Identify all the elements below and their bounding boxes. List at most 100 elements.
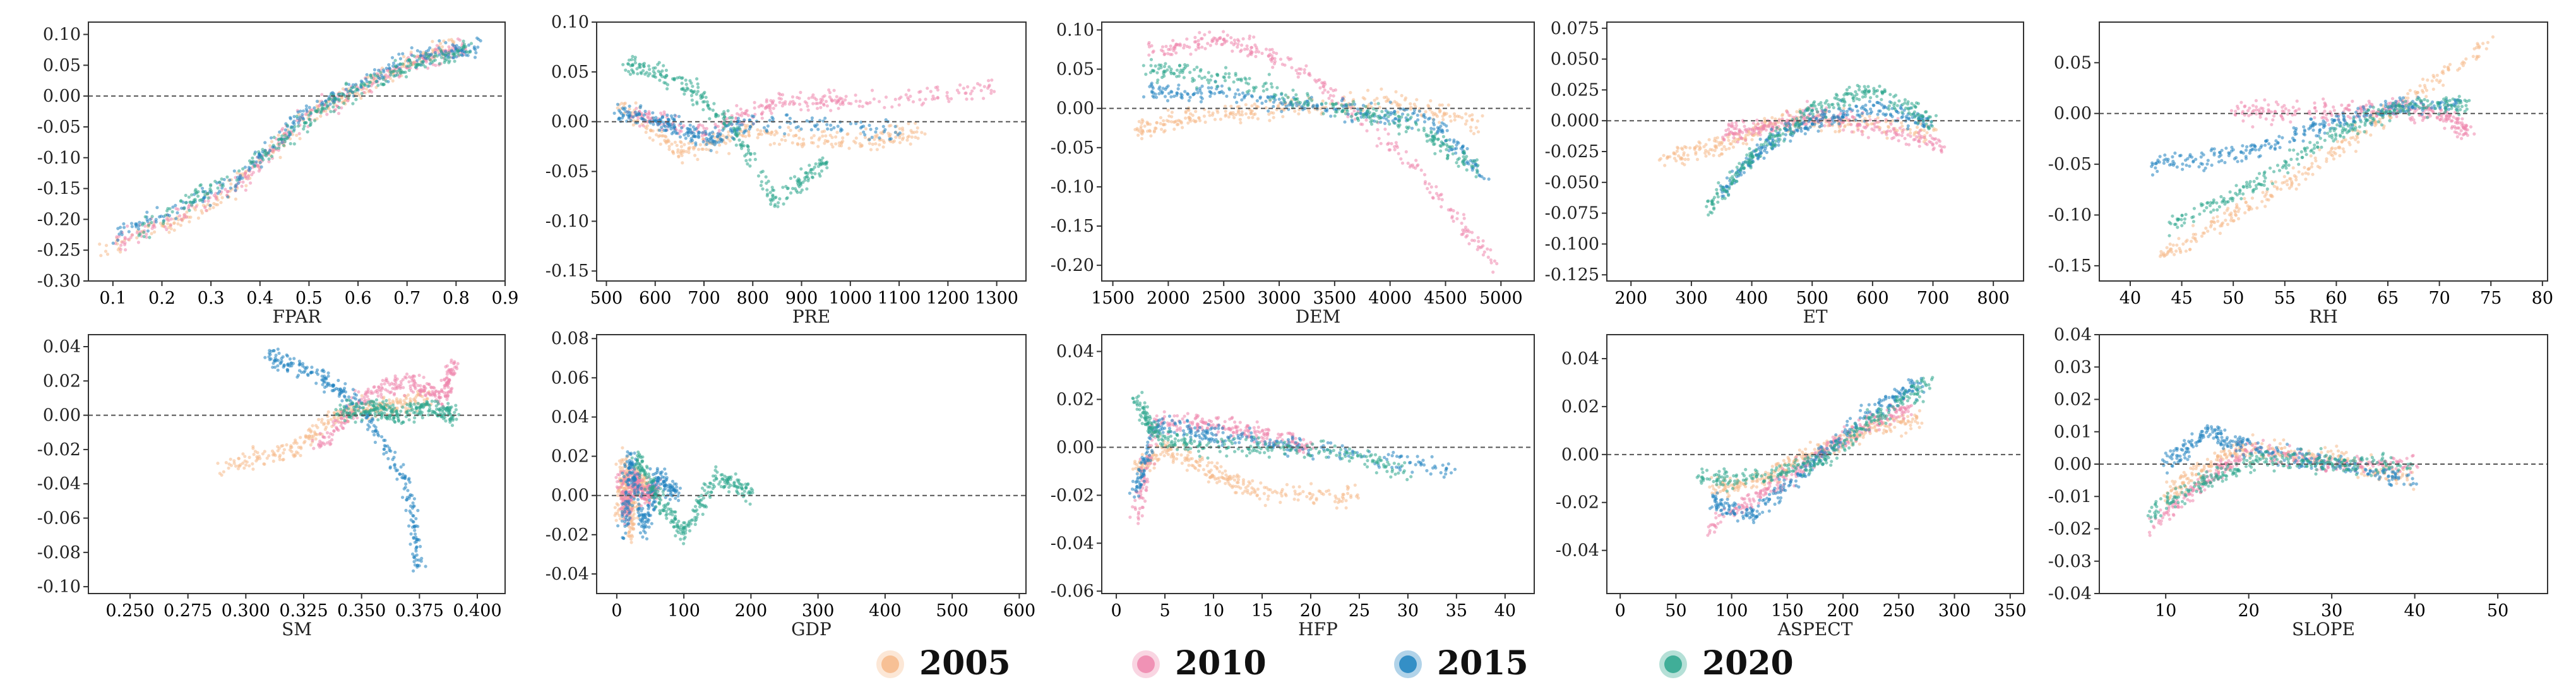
point-2020 xyxy=(1445,138,1449,142)
point-2020 xyxy=(1819,101,1823,105)
point-2015 xyxy=(1225,94,1229,98)
point-2005 xyxy=(2250,196,2254,200)
point-2010 xyxy=(778,93,782,97)
point-2020 xyxy=(628,73,633,76)
point-2020 xyxy=(707,106,711,110)
point-2010 xyxy=(2287,109,2291,112)
point-2005 xyxy=(2174,249,2178,253)
point-2020 xyxy=(1910,106,1914,110)
y-tick-label: 0.00 xyxy=(1056,99,1094,119)
point-2015 xyxy=(202,196,206,200)
point-2005 xyxy=(841,136,845,140)
point-2005 xyxy=(796,142,799,146)
point-2015 xyxy=(145,210,149,214)
point-2020 xyxy=(1766,143,1770,146)
point-2010 xyxy=(1169,44,1172,48)
point-2005 xyxy=(1712,153,1715,157)
point-2005 xyxy=(2314,159,2318,163)
point-2015 xyxy=(1448,138,1452,142)
point-2020 xyxy=(1425,134,1429,138)
point-2020 xyxy=(1755,153,1759,157)
point-2005 xyxy=(2437,80,2441,84)
point-2020 xyxy=(1456,158,1460,162)
point-2005 xyxy=(1207,110,1211,114)
point-2020 xyxy=(652,69,655,73)
point-2010 xyxy=(250,173,254,177)
x-tick-label: 700 xyxy=(688,289,720,308)
point-2015 xyxy=(1869,107,1873,111)
point-2010 xyxy=(1383,128,1387,131)
point-2015 xyxy=(788,116,792,121)
point-2020 xyxy=(701,100,705,104)
point-2020 xyxy=(748,158,752,162)
point-2015 xyxy=(825,122,829,126)
point-2005 xyxy=(2215,215,2219,218)
point-2015 xyxy=(475,36,479,40)
point-2020 xyxy=(1150,69,1154,73)
point-2005 xyxy=(2175,243,2179,247)
point-2010 xyxy=(164,225,167,229)
point-2020 xyxy=(427,54,431,58)
point-2020 xyxy=(1777,133,1781,137)
point-2010 xyxy=(818,101,822,105)
point-2010 xyxy=(790,95,795,99)
point-2015 xyxy=(1856,109,1859,113)
point-2020 xyxy=(690,99,694,102)
point-2015 xyxy=(136,227,141,231)
point-2005 xyxy=(718,143,722,147)
point-2005 xyxy=(1148,129,1152,133)
point-2005 xyxy=(664,135,668,139)
point-2010 xyxy=(990,78,994,82)
point-2015 xyxy=(623,106,627,110)
point-2015 xyxy=(154,218,158,222)
point-2005 xyxy=(2461,60,2465,64)
point-2015 xyxy=(155,206,159,210)
point-2010 xyxy=(426,66,430,70)
point-2015 xyxy=(688,123,692,127)
point-2005 xyxy=(1166,108,1170,112)
point-2005 xyxy=(1729,142,1733,146)
point-2005 xyxy=(818,136,821,140)
point-2015 xyxy=(1383,121,1387,126)
point-2010 xyxy=(1842,128,1846,132)
point-2010 xyxy=(447,45,451,49)
point-2020 xyxy=(712,102,716,105)
point-2020 xyxy=(1344,102,1348,107)
point-2020 xyxy=(261,148,265,152)
point-2020 xyxy=(765,181,768,185)
point-2015 xyxy=(669,114,673,118)
point-2020 xyxy=(143,215,147,218)
point-2020 xyxy=(293,125,297,129)
point-2005 xyxy=(2165,246,2169,249)
point-2020 xyxy=(1335,110,1339,114)
point-2005 xyxy=(821,134,825,138)
point-2005 xyxy=(834,135,838,139)
point-2010 xyxy=(1147,53,1151,57)
point-2005 xyxy=(1438,121,1441,124)
point-2005 xyxy=(2443,65,2447,69)
point-2005 xyxy=(2232,218,2236,223)
point-2005 xyxy=(1244,103,1248,107)
point-2015 xyxy=(236,176,240,179)
point-2020 xyxy=(1193,68,1196,71)
point-2015 xyxy=(1236,88,1240,92)
point-2005 xyxy=(2458,66,2462,71)
point-2005 xyxy=(1694,152,1698,156)
point-2010 xyxy=(1326,90,1330,94)
point-2005 xyxy=(1394,90,1398,93)
point-2020 xyxy=(187,195,191,199)
point-2015 xyxy=(694,127,698,131)
point-2005 xyxy=(1256,117,1260,121)
point-2020 xyxy=(1916,102,1920,105)
point-2010 xyxy=(1878,128,1881,132)
point-2010 xyxy=(1428,191,1432,194)
point-2005 xyxy=(2166,251,2170,254)
point-2005 xyxy=(98,242,102,246)
point-2010 xyxy=(799,90,802,94)
point-2020 xyxy=(193,189,197,193)
point-2020 xyxy=(1291,88,1295,92)
point-2005 xyxy=(679,148,683,152)
point-2010 xyxy=(1434,191,1438,196)
point-2015 xyxy=(298,118,302,122)
